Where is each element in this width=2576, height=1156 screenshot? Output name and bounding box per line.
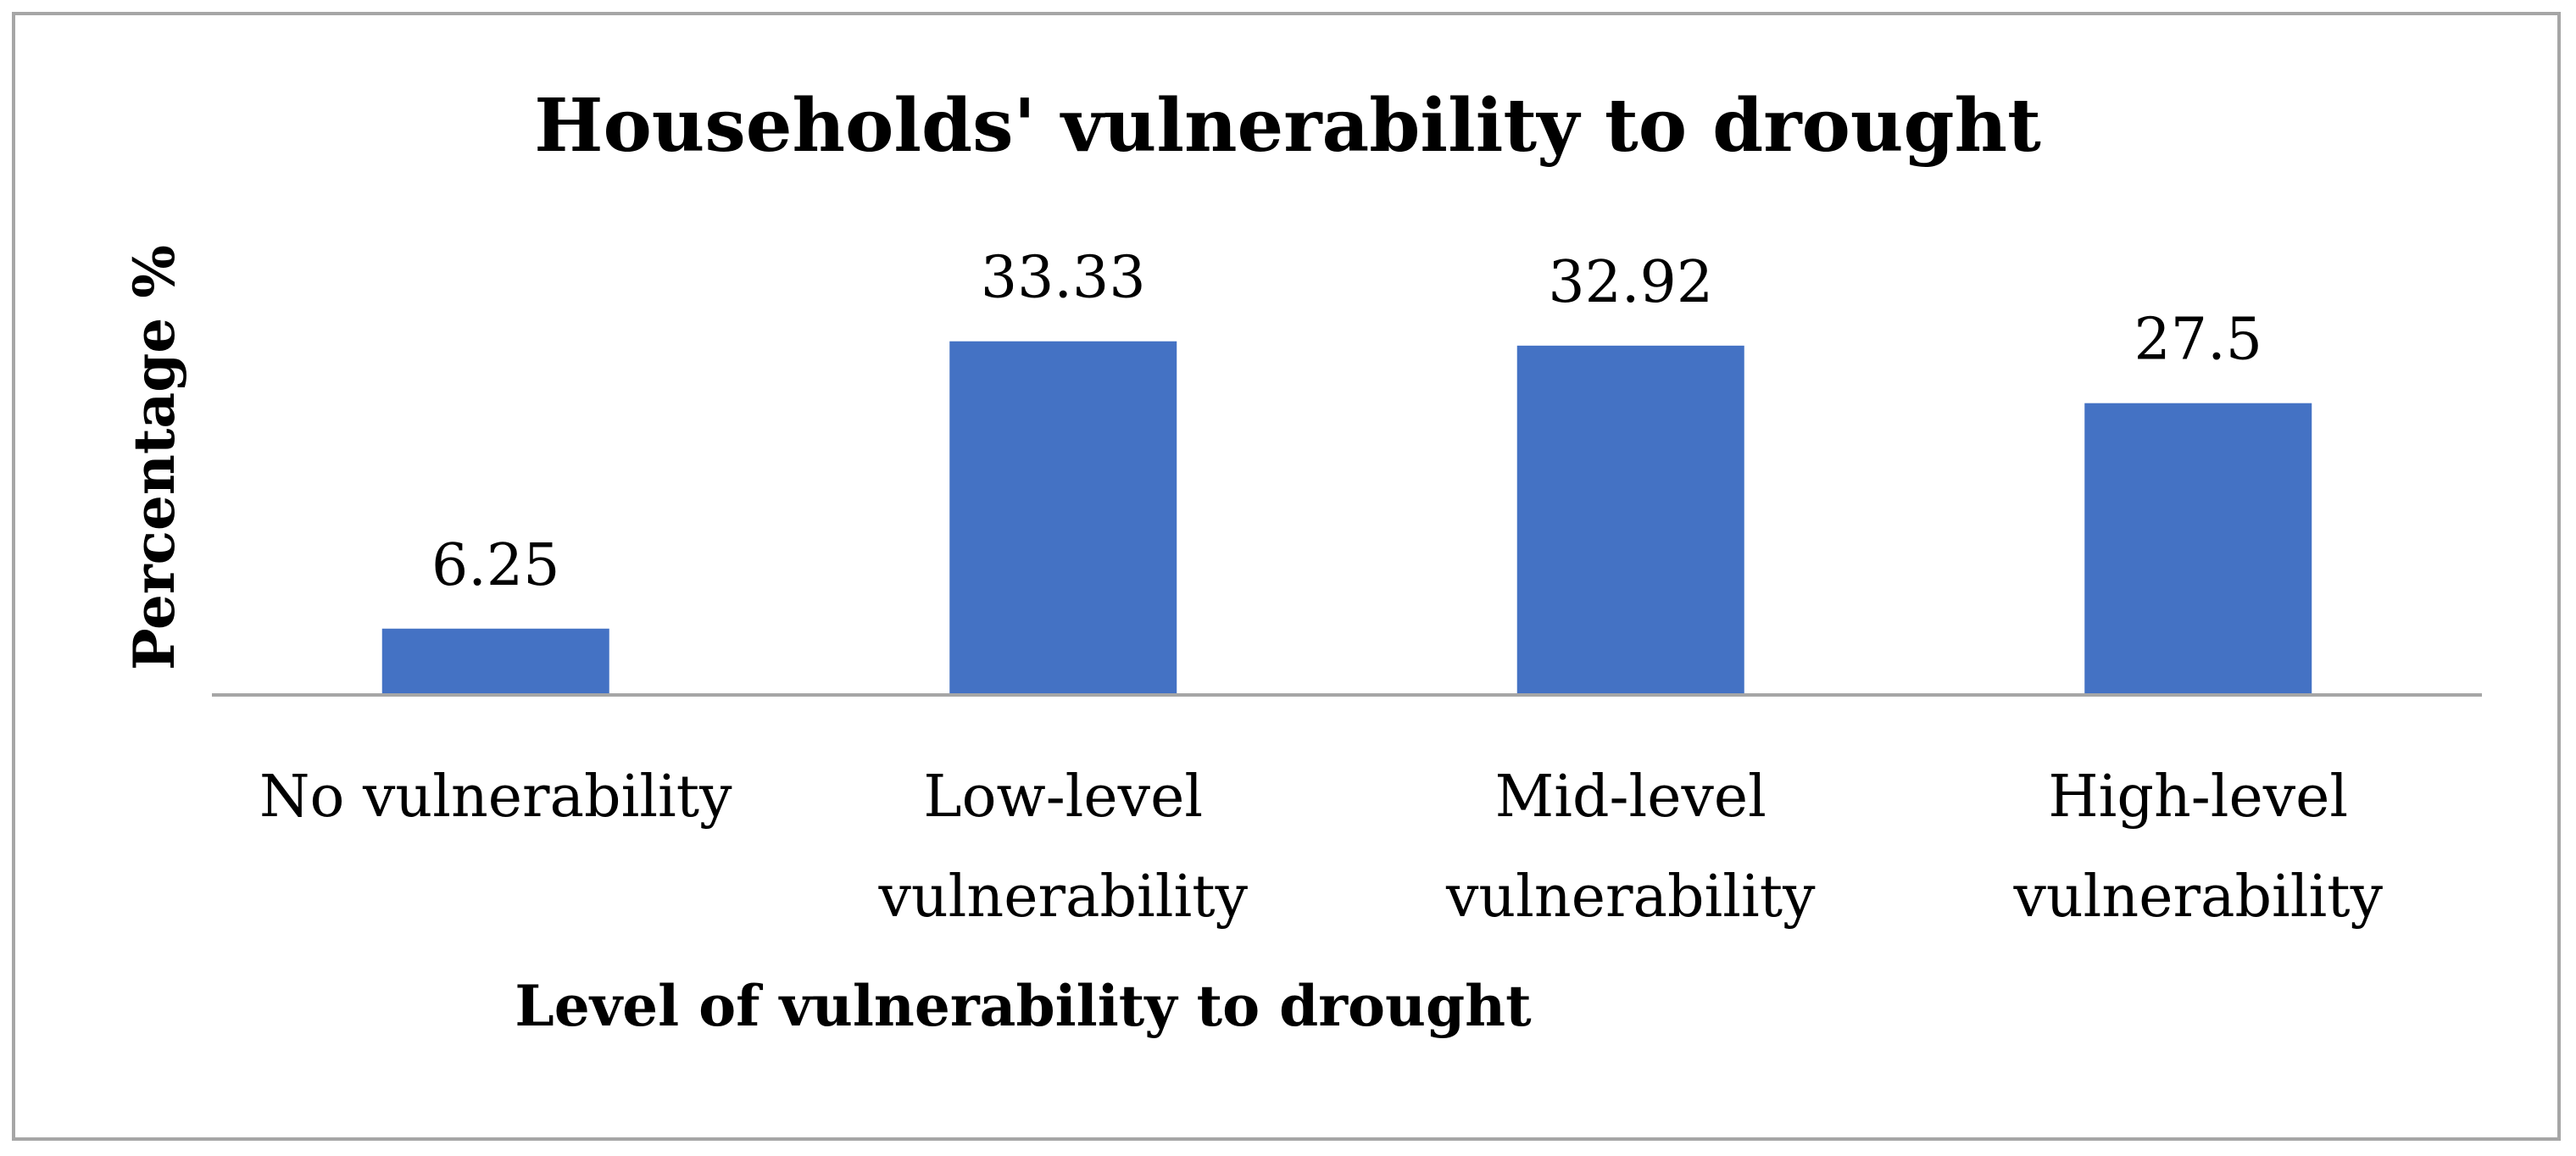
bar-1: [381, 628, 609, 695]
x-tick-label-1: No vulnerability: [259, 764, 732, 831]
x-axis-title: Level of vulnerability to drought: [515, 973, 1532, 1039]
bar-4: [2084, 403, 2312, 695]
bar-3: [1516, 345, 1744, 695]
x-tick-label-3-line-2: vulnerability: [1445, 864, 1816, 931]
y-axis-title: Percentage %: [121, 245, 187, 670]
data-label-1: 6.25: [431, 532, 559, 599]
x-tick-label-1-line-1: No vulnerability: [259, 764, 732, 831]
x-tick-label-4-line-2: vulnerability: [2012, 864, 2383, 931]
x-tick-label-2-line-1: Low-level: [923, 764, 1203, 831]
x-tick-label-3: Mid-level vulnerability: [1445, 764, 1816, 931]
chart-title: Households' vulnerability to drought: [534, 83, 2041, 169]
x-tick-label-2: Low-level vulnerability: [877, 764, 1248, 931]
x-tick-labels: No vulnerability Low-level vulnerabilityMi…: [259, 764, 2384, 931]
bar-2: [949, 341, 1177, 695]
data-label-3: 32.92: [1548, 249, 1713, 316]
data-label-2: 33.33: [981, 245, 1146, 312]
x-tick-label-3-line-1: Mid-level: [1495, 764, 1766, 831]
x-tick-label-4-line-1: High-level: [2048, 764, 2348, 831]
x-tick-label-2-line-2: vulnerability: [877, 864, 1248, 931]
data-label-4: 27.5: [2134, 307, 2262, 374]
bars-group: [381, 341, 2312, 695]
data-labels-group: 6.25 33.33 32.92 27.5: [431, 245, 2262, 599]
x-tick-label-4: High-level vulnerability: [2012, 764, 2383, 931]
